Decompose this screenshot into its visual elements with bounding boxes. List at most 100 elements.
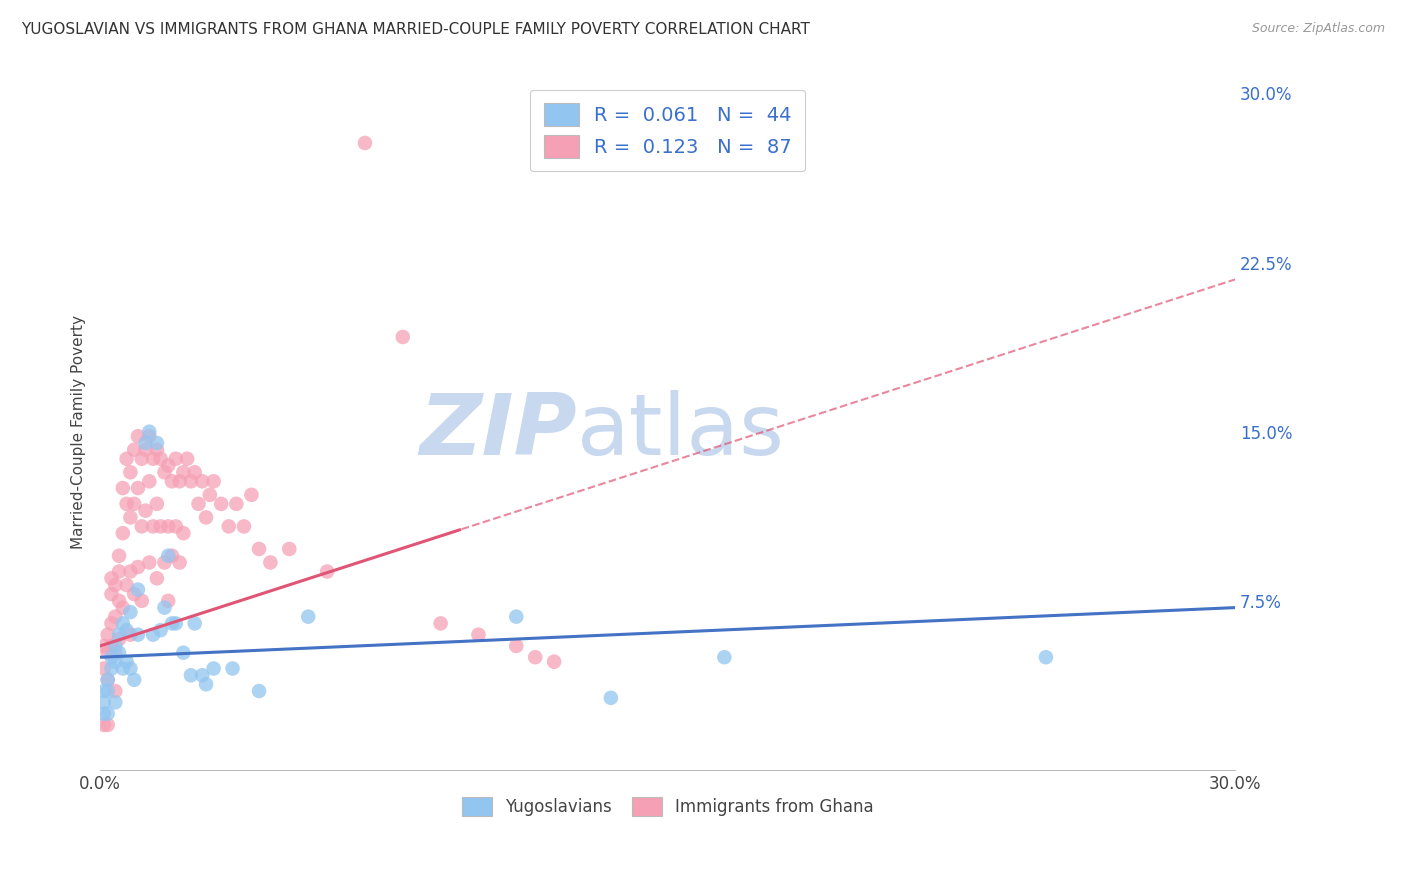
Point [104,609,127,624]
Point [183,616,205,631]
Point [122,587,145,601]
Point [104,646,127,660]
Point [127,429,149,443]
Point [142,451,165,466]
Point [187,497,209,511]
Point [97,706,120,721]
Point [131,594,153,608]
Point [599,690,621,705]
Point [149,451,172,466]
Point [108,565,131,579]
Point [131,519,153,533]
Point [120,465,142,479]
Point [183,465,205,479]
Point [127,481,149,495]
Point [157,594,180,608]
Point [135,503,157,517]
Point [259,556,281,570]
Point [202,661,225,675]
Point [104,578,127,592]
Point [93,695,115,709]
Point [160,549,183,563]
Point [127,582,149,597]
Point [202,475,225,489]
Point [115,655,138,669]
Text: Source: ZipAtlas.com: Source: ZipAtlas.com [1251,22,1385,36]
Point [713,650,735,665]
Point [191,475,214,489]
Point [93,718,115,732]
Point [172,465,194,479]
Point [180,475,202,489]
Point [115,451,138,466]
Point [429,616,451,631]
Point [505,609,527,624]
Point [138,425,160,439]
Point [115,578,138,592]
Point [100,587,122,601]
Point [100,639,122,653]
Point [108,628,131,642]
Point [104,684,127,698]
Point [157,458,180,473]
Point [146,571,169,585]
Point [108,632,131,647]
Point [111,600,134,615]
Point [120,605,142,619]
Point [198,488,221,502]
Point [135,436,157,450]
Text: atlas: atlas [576,390,785,473]
Point [100,661,122,675]
Point [160,475,183,489]
Point [146,442,169,457]
Point [111,616,134,631]
Point [169,475,191,489]
Point [543,655,565,669]
Text: ZIP: ZIP [419,390,576,473]
Point [97,684,120,698]
Point [180,668,202,682]
Point [209,497,232,511]
Point [149,519,172,533]
Point [138,429,160,443]
Point [93,706,115,721]
Point [391,330,413,344]
Point [138,556,160,570]
Y-axis label: Married-Couple Family Poverty: Married-Couple Family Poverty [72,315,86,549]
Point [111,661,134,675]
Point [153,556,176,570]
Point [100,650,122,665]
Point [160,616,183,631]
Point [240,488,263,502]
Point [232,519,254,533]
Point [111,526,134,541]
Point [120,661,142,675]
Point [225,497,247,511]
Point [247,684,270,698]
Point [97,718,120,732]
Point [120,565,142,579]
Point [218,519,240,533]
Point [195,510,218,524]
Point [191,668,214,682]
Point [100,616,122,631]
Point [165,616,187,631]
Point [122,673,145,687]
Point [524,650,547,665]
Point [104,655,127,669]
Point [149,623,172,637]
Point [122,497,145,511]
Point [104,695,127,709]
Point [146,497,169,511]
Point [127,560,149,574]
Point [297,609,319,624]
Point [97,646,120,660]
Point [122,442,145,457]
Point [142,628,165,642]
Point [172,646,194,660]
Point [127,628,149,642]
Point [97,673,120,687]
Point [505,639,527,653]
Text: YUGOSLAVIAN VS IMMIGRANTS FROM GHANA MARRIED-COUPLE FAMILY POVERTY CORRELATION C: YUGOSLAVIAN VS IMMIGRANTS FROM GHANA MAR… [21,22,810,37]
Point [146,436,169,450]
